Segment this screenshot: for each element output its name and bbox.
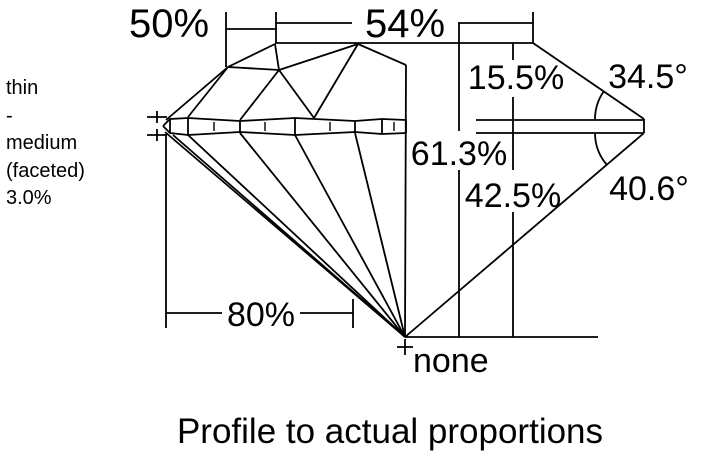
- lower-girdle-label: 80%: [227, 296, 295, 334]
- girdle-bottom-edge: [162, 125, 407, 136]
- pavilion-slope-right: [404, 132, 645, 338]
- crown-facet-edge: [187, 66, 229, 118]
- girdle-note-line: -: [6, 105, 13, 127]
- pavilion-facet-edge: [172, 134, 406, 338]
- pavilion-depth-label: 42.5%: [465, 177, 561, 215]
- pavilion-angle-label: 40.6°: [609, 170, 689, 208]
- crown-slope-right: [532, 42, 645, 120]
- dimension-lines: [147, 12, 608, 355]
- girdle-note-line: thin: [6, 77, 38, 99]
- pavilion-angle-arc: [594, 132, 608, 166]
- pavilion-facet-lines: [164, 131, 406, 338]
- girdle-note-line: 3.0%: [6, 187, 52, 209]
- total-depth-label: 61.3%: [411, 135, 507, 173]
- crown-facet-edge: [278, 69, 315, 119]
- table-size-label: 54%: [365, 2, 445, 46]
- crown-facet-edge: [278, 43, 359, 71]
- girdle-note-line: (faceted): [6, 160, 85, 182]
- crown-angle-label: 34.5°: [608, 58, 688, 96]
- diagram-caption: Profile to actual proportions: [177, 412, 603, 451]
- center-facet-line: [404, 64, 407, 338]
- crown-silhouette-left: [165, 43, 276, 121]
- pavilion-facet-edge: [294, 134, 406, 338]
- girdle-band: [162, 117, 644, 136]
- pavilion-facet-edge: [354, 132, 406, 338]
- girdle-note: thin - medium (faceted) 3.0%: [6, 77, 85, 209]
- crown-facet-edge: [227, 66, 280, 71]
- crown-facet-edge: [239, 69, 280, 121]
- girdle-note-line: medium: [6, 132, 77, 154]
- crown-facet-edge: [313, 43, 359, 119]
- star-length-label: 50%: [129, 2, 209, 46]
- crown-facet-edge: [357, 43, 407, 66]
- girdle-top-edge: [162, 117, 407, 127]
- crown-height-label: 15.5%: [468, 59, 564, 97]
- pavilion-facet-edge: [187, 134, 406, 338]
- culet-label: none: [413, 342, 489, 380]
- girdle-mid-ticks: [213, 122, 395, 131]
- pavilion-facet-edge: [239, 132, 406, 338]
- crown-angle-arc: [594, 90, 605, 120]
- diamond-outline-and-facets: [165, 42, 645, 338]
- crown-facet-edge: [274, 43, 280, 71]
